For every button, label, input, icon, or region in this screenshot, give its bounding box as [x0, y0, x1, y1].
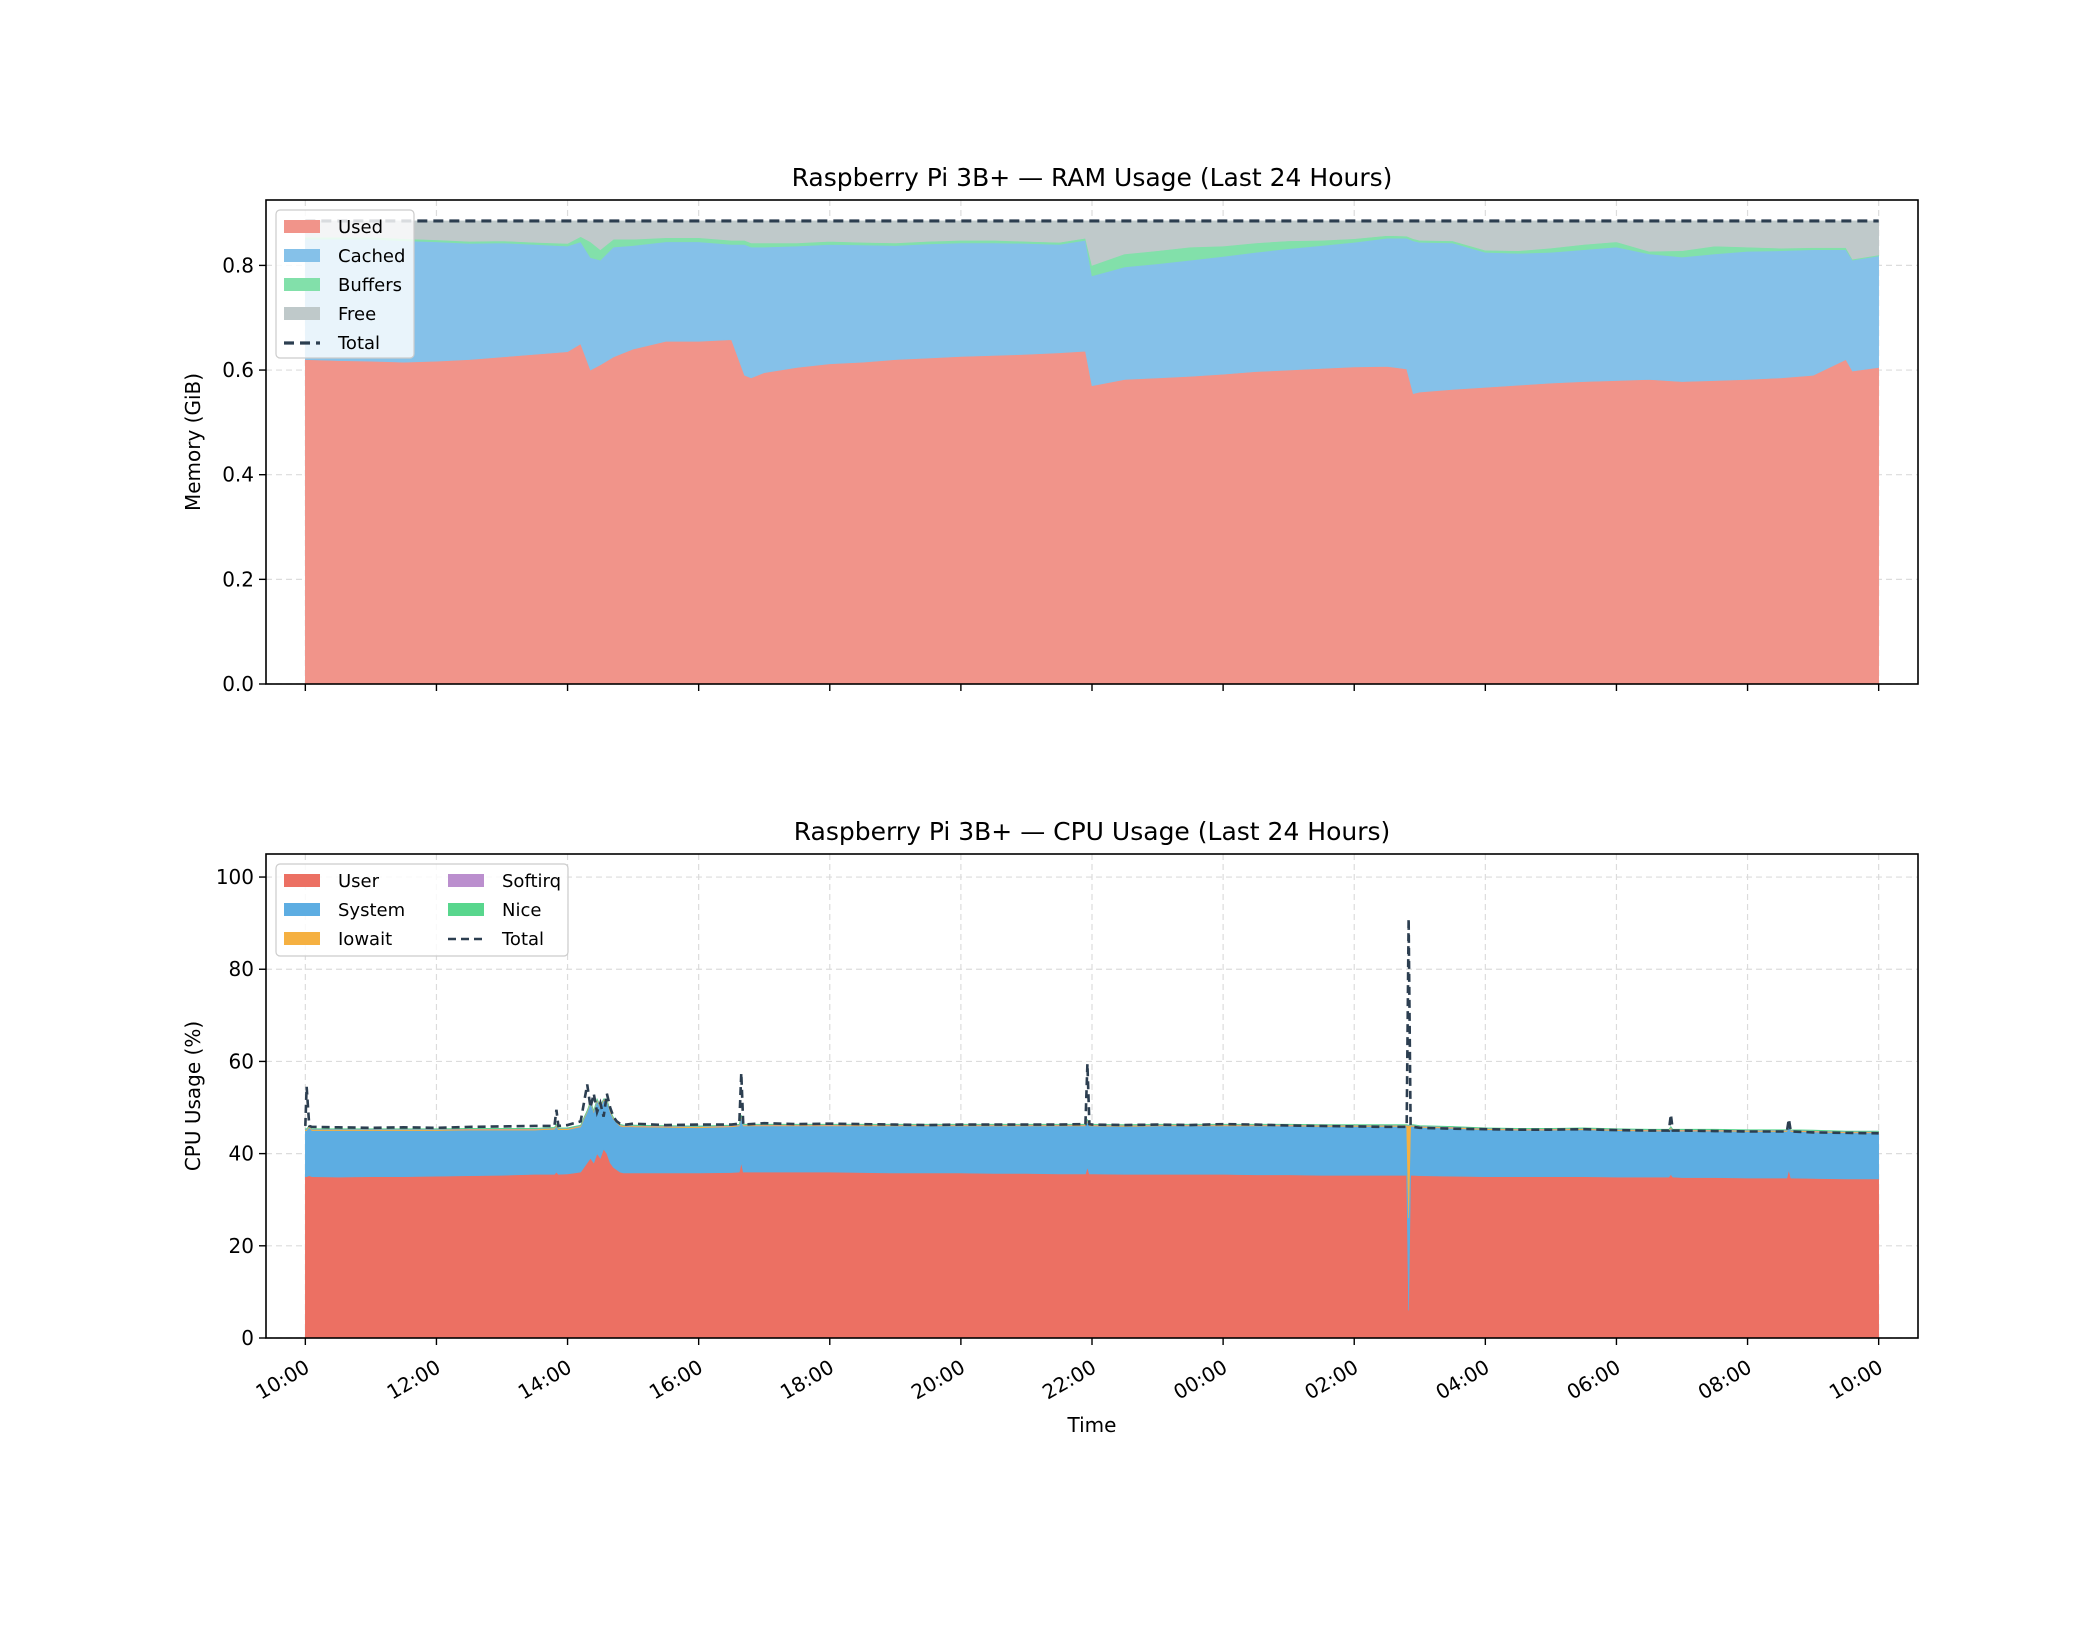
legend-label-user: User: [338, 871, 380, 892]
legend-label-nice: Nice: [502, 900, 541, 921]
legend-label-total-cpu: Total: [501, 929, 544, 950]
legend-label-cached: Cached: [338, 246, 405, 267]
y-tick-label: 0: [241, 1326, 254, 1350]
legend-swatch-cached: [284, 249, 320, 262]
y-tick-label: 0.4: [222, 463, 254, 487]
ram-chart: 0.0 0.2 0.4 0.6 0.8 Raspberry Pi 3B+ — RAM U…: [181, 163, 1919, 696]
legend-swatch-iowait: [284, 932, 320, 945]
legend-label-system: System: [338, 900, 405, 921]
legend-label-buffers: Buffers: [338, 275, 402, 296]
y-tick-label: 80: [229, 957, 254, 981]
y-tick-label: 60: [229, 1049, 254, 1073]
cpu-chart-xlabel: Time: [1067, 1413, 1117, 1437]
cpu-area-nice: [305, 1097, 1879, 1132]
legend-swatch-softirq: [448, 874, 484, 887]
legend-label-free: Free: [338, 304, 376, 325]
legend-swatch-used: [284, 220, 320, 233]
legend-label-used: Used: [338, 217, 383, 238]
cpu-chart-legend: User System Iowait Softirq Nice Total: [275, 863, 569, 957]
cpu-line-total: [304, 918, 1879, 1135]
legend-label-softirq: Softirq: [502, 871, 561, 892]
ram-chart-title: Raspberry Pi 3B+ — RAM Usage (Last 24 Ho…: [792, 163, 1393, 192]
legend-swatch-free: [284, 307, 320, 320]
y-tick-label: 0.6: [222, 358, 254, 382]
legend-swatch-nice: [448, 903, 484, 916]
ram-chart-legend: Used Cached Buffers Free Total: [275, 209, 415, 359]
legend-swatch-user: [284, 874, 320, 887]
ram-chart-ylabel: Memory (GiB): [181, 373, 205, 511]
cpu-chart-ylabel: CPU Usage (%): [181, 1021, 205, 1171]
y-tick-label: 100: [216, 865, 254, 889]
legend-label-iowait: Iowait: [338, 929, 392, 950]
cpu-chart-title: Raspberry Pi 3B+ — CPU Usage (Last 24 Ho…: [794, 817, 1391, 846]
legend-swatch-system: [284, 903, 320, 916]
legend-label-total: Total: [337, 333, 380, 354]
y-tick-label: 0.0: [222, 672, 254, 696]
y-tick-label: 20: [229, 1234, 254, 1258]
y-tick-label: 40: [229, 1142, 254, 1166]
y-tick-label: 0.8: [222, 253, 254, 277]
y-tick-label: 0.2: [222, 567, 254, 591]
legend-swatch-buffers: [284, 278, 320, 291]
ram-area-used: [305, 339, 1879, 685]
